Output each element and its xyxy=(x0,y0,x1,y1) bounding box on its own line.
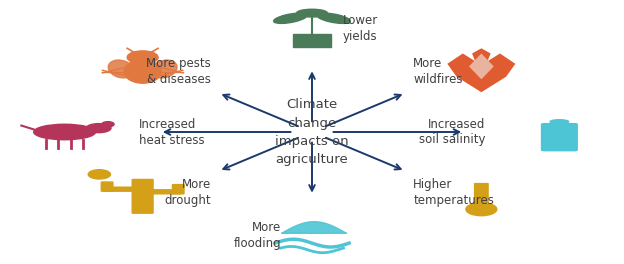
Ellipse shape xyxy=(86,124,111,133)
FancyBboxPatch shape xyxy=(147,189,182,195)
FancyBboxPatch shape xyxy=(132,179,154,214)
Text: Increased
heat stress: Increased heat stress xyxy=(139,117,205,147)
Text: More pests
& diseases: More pests & diseases xyxy=(146,57,211,86)
FancyBboxPatch shape xyxy=(474,183,489,210)
Ellipse shape xyxy=(108,60,134,78)
FancyBboxPatch shape xyxy=(104,186,139,192)
Ellipse shape xyxy=(550,120,568,124)
FancyBboxPatch shape xyxy=(100,181,114,192)
Text: More
flooding: More flooding xyxy=(233,221,281,250)
Text: More
wildfires: More wildfires xyxy=(413,57,463,86)
Text: Lower
yields: Lower yields xyxy=(343,14,378,43)
Ellipse shape xyxy=(274,13,307,23)
Circle shape xyxy=(127,51,158,64)
Ellipse shape xyxy=(152,60,177,78)
PathPatch shape xyxy=(469,54,494,79)
Ellipse shape xyxy=(124,60,161,83)
Text: Increased
soil salinity: Increased soil salinity xyxy=(419,117,485,147)
PathPatch shape xyxy=(447,48,515,92)
FancyBboxPatch shape xyxy=(172,184,185,195)
Text: Climate
change
impacts on
agriculture: Climate change impacts on agriculture xyxy=(275,98,349,166)
Ellipse shape xyxy=(317,13,350,23)
Ellipse shape xyxy=(34,124,95,140)
FancyBboxPatch shape xyxy=(293,34,331,47)
Ellipse shape xyxy=(296,9,328,17)
Text: More
drought: More drought xyxy=(164,178,211,207)
Circle shape xyxy=(88,170,110,179)
FancyBboxPatch shape xyxy=(541,123,578,151)
Circle shape xyxy=(466,203,497,216)
Text: Higher
temperatures: Higher temperatures xyxy=(413,178,494,207)
Circle shape xyxy=(102,122,114,127)
